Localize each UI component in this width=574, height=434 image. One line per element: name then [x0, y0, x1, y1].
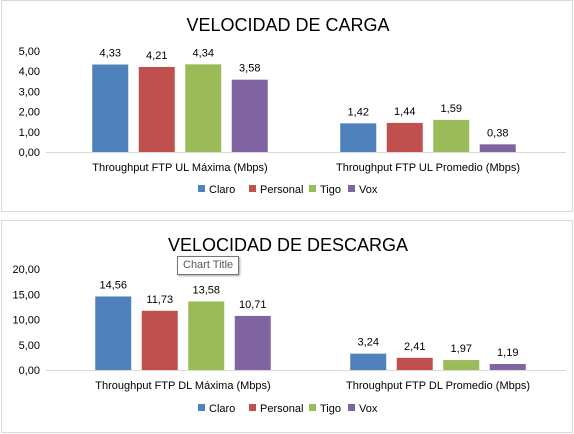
legend-swatch-vox: [348, 185, 355, 192]
y-tick-label: 2,00: [19, 107, 40, 119]
legend-label-vox: Vox: [359, 184, 378, 196]
bar-personal: [138, 66, 175, 152]
bar-personal: [396, 357, 433, 370]
data-label: 13,58: [192, 284, 220, 296]
data-label: 1,97: [451, 343, 472, 355]
bar-vox: [231, 79, 268, 152]
legend-label-personal: Personal: [260, 184, 303, 196]
y-tick-label: 5,00: [19, 46, 40, 58]
legend-swatch-tigo: [309, 185, 316, 192]
y-tick-label: 0,00: [19, 365, 40, 377]
bar-personal: [141, 310, 178, 370]
data-label: 14,56: [99, 279, 127, 291]
legend-swatch-claro: [198, 185, 205, 192]
data-label: 11,73: [146, 294, 173, 306]
legend-label-claro: Claro: [209, 184, 235, 196]
data-label: 3,58: [239, 63, 260, 75]
bar-claro: [92, 64, 129, 152]
x-category-label: Throughput FTP UL Promedio (Mbps): [336, 162, 520, 174]
legend-swatch-tigo: [309, 404, 316, 411]
bar-tigo: [433, 119, 470, 152]
legend-swatch-personal: [249, 404, 256, 411]
bar-vox: [234, 315, 271, 370]
y-tick-label: 4,00: [19, 66, 40, 78]
bar-tigo: [188, 301, 225, 370]
data-label: 3,24: [358, 337, 379, 349]
bar-claro: [95, 296, 132, 370]
y-tick-label: 15,00: [12, 289, 40, 301]
legend-label-tigo: Tigo: [320, 403, 341, 415]
download-chart: VELOCIDAD DE DESCARGA 0,00 5,00 10,00 15,00 2…: [12, 235, 566, 415]
chart-title: VELOCIDAD DE CARGA: [186, 15, 389, 35]
legend-label-claro: Claro: [209, 403, 235, 415]
bar-vox: [479, 144, 516, 152]
bar-tigo: [185, 64, 222, 152]
bar-vox: [489, 363, 526, 370]
x-category-label: Throughput FTP UL Máxima (Mbps): [92, 162, 267, 174]
x-category-label: Throughput FTP DL Promedio (Mbps): [346, 380, 530, 392]
chart-plot-group: VELOCIDAD DE CARGA 0,00 1,00 2,00 3,00 4,00 5,…: [19, 15, 566, 196]
legend-swatch-vox: [348, 404, 355, 411]
bar-tigo: [443, 360, 480, 370]
chart-title-tooltip: Chart Title: [177, 256, 240, 275]
data-label: 1,42: [348, 106, 369, 118]
legend-swatch-personal: [249, 185, 256, 192]
y-tick-label: 3,00: [19, 86, 40, 98]
y-tick-label: 0,00: [19, 147, 40, 159]
data-label: 4,34: [193, 47, 214, 59]
bar-claro: [350, 353, 387, 370]
x-category-label: Throughput FTP DL Máxima (Mbps): [95, 380, 270, 392]
y-tick-label: 10,00: [12, 315, 40, 327]
data-label: 1,19: [497, 347, 518, 359]
legend-swatch-claro: [198, 404, 205, 411]
chart-title: VELOCIDAD DE DESCARGA: [168, 235, 408, 255]
legend-label-vox: Vox: [359, 403, 378, 415]
upload-chart: VELOCIDAD DE CARGA 0,00 1,00 2,00 3,00 4,00 5,…: [19, 15, 566, 196]
data-label: 0,38: [487, 127, 508, 139]
legend-label-tigo: Tigo: [320, 184, 341, 196]
data-label: 10,71: [239, 299, 267, 311]
y-tick-label: 1,00: [19, 127, 40, 139]
data-label: 2,41: [404, 341, 425, 353]
data-label: 4,33: [100, 48, 121, 60]
data-label: 1,59: [441, 103, 462, 115]
bar-claro: [340, 123, 377, 152]
download-chart-panel[interactable]: VELOCIDAD DE DESCARGA 0,00 5,00 10,00 15,00 2…: [1, 220, 573, 433]
y-tick-label: 20,00: [12, 264, 40, 276]
bar-personal: [386, 122, 423, 152]
legend-label-personal: Personal: [260, 403, 303, 415]
data-label: 1,44: [394, 106, 415, 118]
data-label: 4,21: [146, 50, 167, 62]
upload-chart-panel[interactable]: VELOCIDAD DE CARGA 0,00 1,00 2,00 3,00 4,00 5,…: [1, 0, 573, 212]
y-tick-label: 5,00: [19, 340, 40, 352]
chart-plot-group: VELOCIDAD DE DESCARGA 0,00 5,00 10,00 15,00 2…: [12, 235, 566, 415]
